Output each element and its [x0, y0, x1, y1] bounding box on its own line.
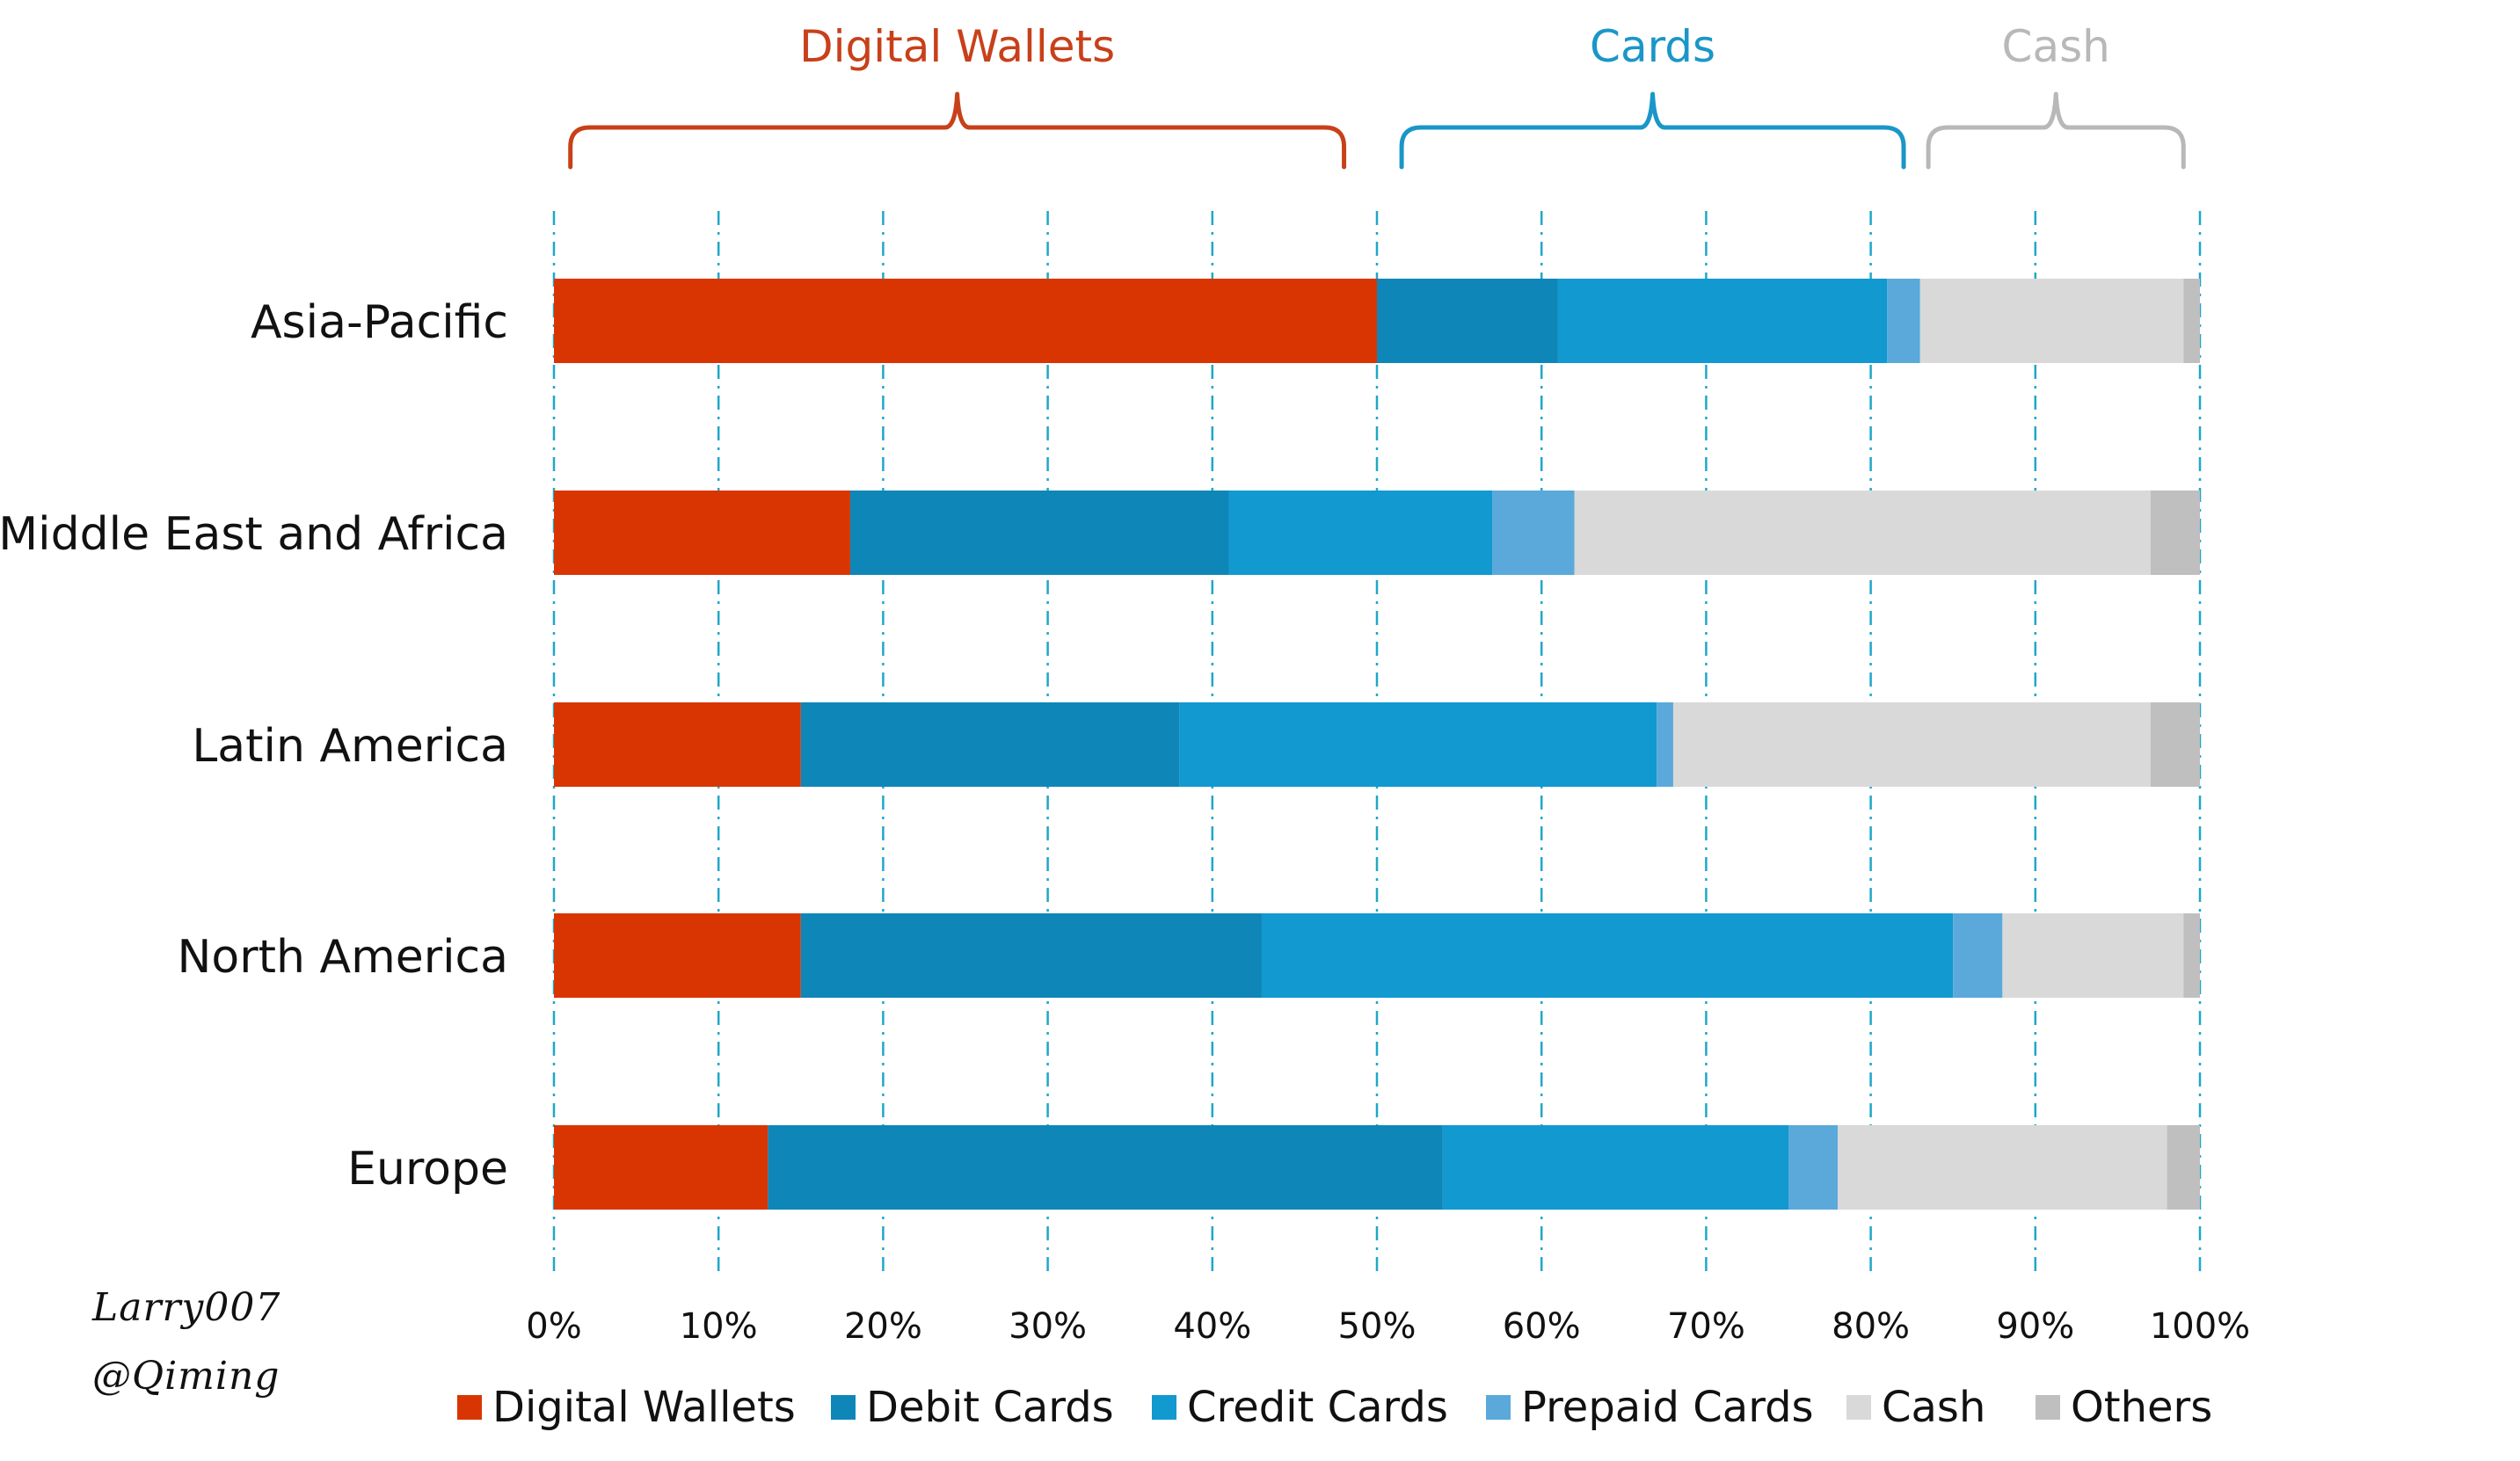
bar-segment — [1377, 279, 1558, 363]
legend-label: Digital Wallets — [492, 1383, 796, 1432]
bar-segment — [1179, 702, 1657, 787]
legend: Digital Wallets Debit Cards Credit Cards Pr… — [457, 1383, 2212, 1432]
bar-segment — [1492, 491, 1575, 575]
bar-segment — [1574, 491, 2151, 575]
bar-segment — [554, 279, 1377, 363]
bar-segment — [554, 1125, 768, 1210]
legend-label: Debit Cards — [866, 1383, 1114, 1432]
legend-swatch — [1846, 1395, 1871, 1420]
bar-segment — [1672, 702, 2151, 787]
category-label: Middle East and Africa — [0, 508, 508, 561]
bar-segment — [1788, 1125, 1839, 1210]
category-label: North America — [178, 931, 508, 984]
group-brackets: Digital Wallets Cards Cash — [568, 21, 2186, 170]
legend-swatch — [1152, 1395, 1176, 1420]
bar-segment — [2150, 702, 2200, 787]
bar-segment — [1442, 1125, 1788, 1210]
group-bracket — [1399, 91, 1906, 170]
signature-line-1: Larry007 — [92, 1285, 281, 1330]
bar-segment — [768, 1125, 1443, 1210]
category-label: Latin America — [192, 720, 508, 773]
bars — [554, 279, 2200, 1210]
bar-segment — [2183, 279, 2200, 363]
bar-segment — [1919, 279, 2184, 363]
legend-label: Others — [2071, 1383, 2212, 1432]
x-tick-label: 20% — [844, 1306, 922, 1347]
bar-segment — [554, 702, 801, 787]
legend-label: Cash — [1882, 1383, 1985, 1432]
legend-swatch — [1486, 1395, 1511, 1420]
bar-segment — [1228, 491, 1493, 575]
bar-segment — [1261, 913, 1954, 998]
x-tick-label: 10% — [680, 1306, 758, 1347]
x-tick-labels: 0% 10% 20% 30% 40% 50% 60% 70% 80% 90% 100% — [526, 1306, 2250, 1347]
x-tick-label: 70% — [1667, 1306, 1745, 1347]
bar-segment — [800, 702, 1180, 787]
bar-segment — [2183, 913, 2200, 998]
group-bracket-label: Cards — [1590, 21, 1715, 72]
group-bracket — [568, 91, 1347, 170]
signature-line-2: @Qiming — [92, 1354, 280, 1399]
legend-swatch — [831, 1395, 856, 1420]
category-label: Europe — [347, 1143, 508, 1196]
bar-segment — [1557, 279, 1888, 363]
legend-swatch — [457, 1395, 482, 1420]
x-tick-label: 0% — [526, 1306, 581, 1347]
legend-label: Prepaid Cards — [1521, 1383, 1814, 1432]
bar-segment — [2002, 913, 2184, 998]
bar-segment — [1887, 279, 1920, 363]
x-tick-label: 80% — [1832, 1306, 1910, 1347]
bar-segment — [800, 913, 1262, 998]
x-tick-label: 30% — [1009, 1306, 1087, 1347]
x-tick-label: 60% — [1503, 1306, 1581, 1347]
bar-segment — [2167, 1125, 2200, 1210]
bar-segment — [2150, 491, 2200, 575]
category-labels: Asia-Pacific Middle East and Africa Latin … — [0, 296, 508, 1196]
group-bracket-label: Cash — [2002, 21, 2110, 72]
x-tick-label: 90% — [1996, 1306, 2074, 1347]
x-tick-label: 50% — [1338, 1306, 1417, 1347]
group-bracket — [1926, 91, 2186, 170]
category-label: Asia-Pacific — [251, 296, 508, 349]
x-tick-label: 100% — [2150, 1306, 2250, 1347]
legend-swatch — [2036, 1395, 2060, 1420]
x-tick-label: 40% — [1173, 1306, 1251, 1347]
bar-segment — [1657, 702, 1673, 787]
bar-segment — [1953, 913, 2003, 998]
bar-segment — [554, 913, 801, 998]
legend-label: Credit Cards — [1187, 1383, 1448, 1432]
bar-segment — [1838, 1125, 2167, 1210]
bar-segment — [849, 491, 1229, 575]
group-bracket-label: Digital Wallets — [799, 21, 1115, 72]
bar-segment — [554, 491, 850, 575]
